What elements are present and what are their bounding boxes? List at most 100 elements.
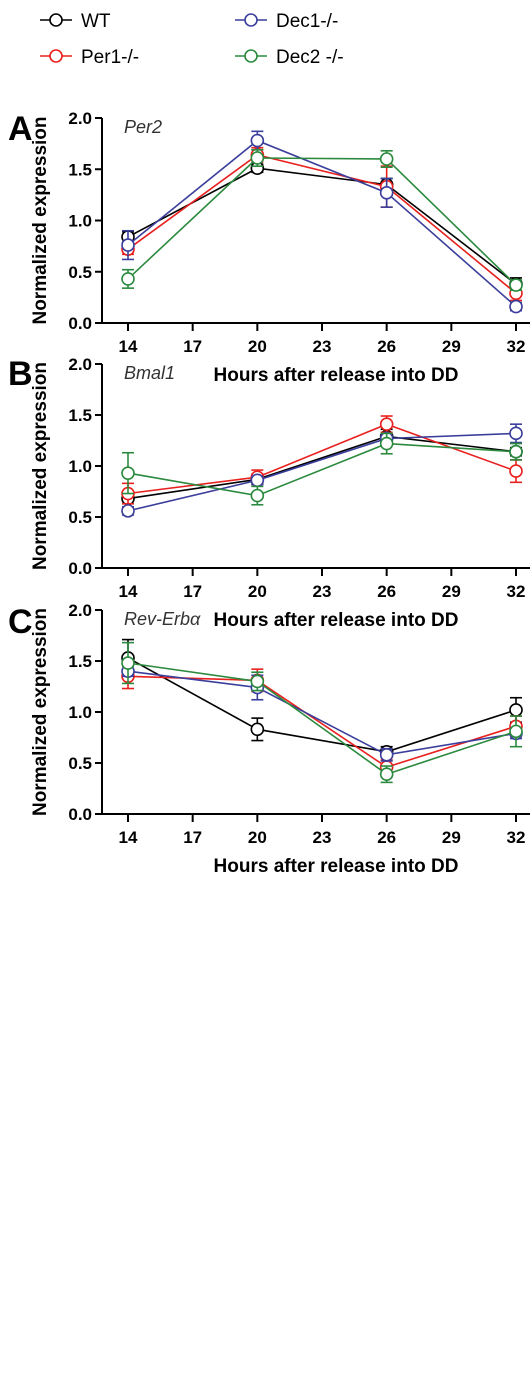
data-point xyxy=(379,436,394,451)
series-line xyxy=(127,657,517,753)
series-line xyxy=(127,432,517,512)
data-point xyxy=(509,444,523,459)
y-tick-label: 1.0 xyxy=(68,457,92,476)
data-point xyxy=(121,238,135,252)
legend-item-dec2: Dec2 -/- xyxy=(235,47,344,68)
data-point xyxy=(121,656,135,670)
data-point xyxy=(121,466,135,480)
data-point xyxy=(250,473,265,488)
y-tick-label: 2.0 xyxy=(68,355,92,374)
x-tick-label: 17 xyxy=(183,337,202,356)
y-axis-title: Normalized expression xyxy=(30,116,51,324)
y-tick-label: 2.0 xyxy=(68,109,92,128)
series-per1 xyxy=(121,663,523,776)
series-dec1 xyxy=(121,130,523,314)
x-tick-label: 23 xyxy=(313,828,332,847)
data-point xyxy=(509,278,523,292)
data-point xyxy=(250,488,265,503)
x-axis-title: Hours after release into DD xyxy=(214,610,459,631)
data-point xyxy=(509,724,523,739)
x-tick-label: 29 xyxy=(442,582,461,601)
x-tick-label: 26 xyxy=(377,582,396,601)
y-tick-label: 0.5 xyxy=(68,508,92,527)
x-tick-label: 29 xyxy=(442,337,461,356)
x-tick-label: 20 xyxy=(248,337,267,356)
panel-letter: B xyxy=(8,355,33,393)
x-tick-label: 20 xyxy=(248,828,267,847)
legend-label: Dec1-/- xyxy=(276,11,338,32)
legend-label: Per1-/- xyxy=(81,47,139,68)
data-point xyxy=(121,504,135,518)
y-tick-label: 1.5 xyxy=(68,160,92,179)
panel-title: Rev-Erbα xyxy=(124,609,201,629)
x-tick-label: 32 xyxy=(507,582,526,601)
y-tick-label: 0.0 xyxy=(68,805,92,824)
legend-marker xyxy=(49,49,63,63)
panel-b: B Bmal1 0.0 0.5 1.0 1.5 2.0 14 17 20 23 26 29 32 Hours… xyxy=(8,355,530,631)
x-tick-label: 14 xyxy=(119,582,138,601)
legend-label: WT xyxy=(81,11,111,32)
y-tick-label: 0.5 xyxy=(68,754,92,773)
data-point xyxy=(379,767,394,782)
x-tick-label: 29 xyxy=(442,828,461,847)
y-tick-label: 1.0 xyxy=(68,703,92,722)
y-tick-label: 0.0 xyxy=(68,559,92,578)
x-tick-label: 17 xyxy=(183,828,202,847)
x-tick-label: 17 xyxy=(183,582,202,601)
legend-item-wt: WT xyxy=(40,11,111,32)
series-dec2 xyxy=(121,432,523,506)
series-dec1 xyxy=(121,423,523,518)
data-point xyxy=(509,703,523,717)
x-tick-label: 14 xyxy=(119,337,138,356)
panel-letter: A xyxy=(8,110,33,148)
series-line xyxy=(127,435,517,500)
legend-item-dec1: Dec1-/- xyxy=(235,11,338,32)
x-tick-label: 20 xyxy=(248,582,267,601)
y-axis-title: Normalized expression xyxy=(30,608,51,816)
data-point xyxy=(250,133,265,148)
series-line xyxy=(127,157,517,286)
x-tick-label: 26 xyxy=(377,337,396,356)
panel-a: A Per2 0.0 0.5 1.0 1.5 2.0 14 17 20 23 26 29 32 Hours … xyxy=(8,109,530,386)
y-tick-label: 1.5 xyxy=(68,652,92,671)
x-tick-label: 32 xyxy=(507,337,526,356)
legend-marker xyxy=(49,13,63,27)
series-dec1 xyxy=(121,664,523,762)
series-line xyxy=(127,670,517,756)
panel-letter: C xyxy=(8,603,33,641)
y-axis-title: Normalized expression xyxy=(30,362,51,570)
series-wt xyxy=(121,161,523,292)
data-point xyxy=(379,152,394,166)
y-tick-label: 0.5 xyxy=(68,263,92,282)
data-point xyxy=(509,299,523,314)
x-tick-label: 32 xyxy=(507,828,526,847)
series-line xyxy=(127,675,517,768)
panel-title: Per2 xyxy=(124,117,162,137)
y-tick-label: 2.0 xyxy=(68,601,92,620)
series-wt xyxy=(121,428,523,506)
series-line xyxy=(127,662,517,776)
x-tick-label: 14 xyxy=(119,828,138,847)
legend: WT Per1-/- Dec1-/- Dec2 -/- xyxy=(40,11,344,68)
y-tick-label: 0.0 xyxy=(68,314,92,333)
panel-c: C Rev-Erbα 0.0 0.5 1.0 1.5 2.0 14 17 20 23 26 29 32 Ho… xyxy=(8,601,530,877)
x-axis-title: Hours after release into DD xyxy=(214,856,459,877)
series-line xyxy=(127,154,517,294)
series-dec2 xyxy=(121,148,523,292)
legend-label: Dec2 -/- xyxy=(276,47,344,68)
data-point xyxy=(379,748,394,762)
series-dec2 xyxy=(121,641,523,784)
y-tick-label: 1.0 xyxy=(68,212,92,231)
legend-marker xyxy=(244,49,258,63)
data-point xyxy=(250,722,265,737)
series-per1 xyxy=(121,146,523,302)
series-line xyxy=(127,442,517,497)
data-point xyxy=(509,464,523,478)
panel-title: Bmal1 xyxy=(124,363,175,383)
legend-item-per1: Per1-/- xyxy=(40,47,139,68)
legend-marker xyxy=(244,13,258,27)
series-line xyxy=(127,167,517,285)
x-tick-label: 23 xyxy=(313,582,332,601)
chart-panels: A Per2 0.0 0.5 1.0 1.5 2.0 14 17 20 23 26 29 32 Hours … xyxy=(8,109,530,877)
